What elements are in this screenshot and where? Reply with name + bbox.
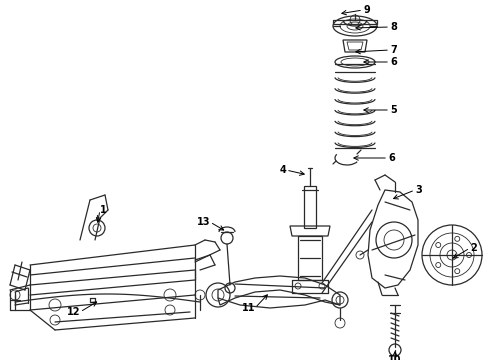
- Text: 10: 10: [388, 355, 402, 360]
- Text: 2: 2: [470, 243, 477, 253]
- Text: 1: 1: [100, 205, 107, 215]
- Text: 6: 6: [388, 153, 395, 163]
- Text: 7: 7: [390, 45, 397, 55]
- Text: 12: 12: [67, 307, 80, 317]
- Text: 8: 8: [390, 22, 397, 32]
- Text: 11: 11: [242, 303, 255, 313]
- Text: 4: 4: [279, 165, 286, 175]
- Text: 5: 5: [390, 105, 397, 115]
- Text: 13: 13: [196, 217, 210, 227]
- Text: 9: 9: [363, 5, 370, 15]
- Text: 6: 6: [390, 57, 397, 67]
- Text: 3: 3: [415, 185, 422, 195]
